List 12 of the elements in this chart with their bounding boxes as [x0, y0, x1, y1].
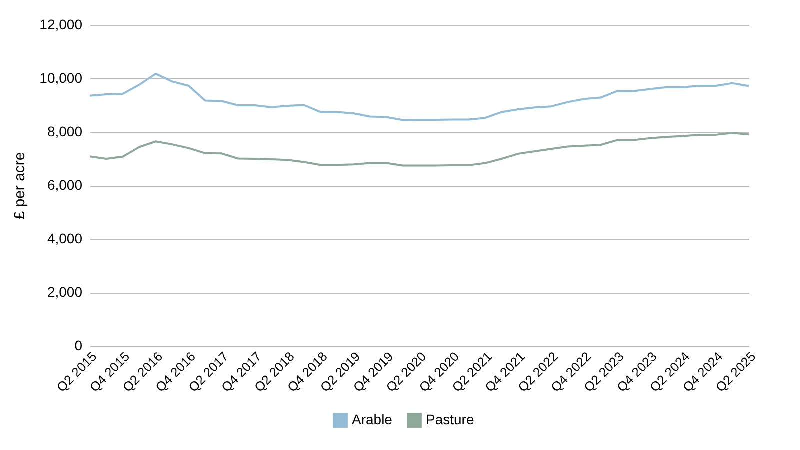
- y-axis-title: £ per acre: [12, 152, 29, 220]
- legend-label: Arable: [352, 412, 393, 428]
- legend-label: Pasture: [426, 412, 474, 428]
- y-tick-label: 4,000: [47, 230, 83, 246]
- y-tick-label: 6,000: [47, 177, 83, 193]
- line-series: [89, 72, 750, 122]
- y-tick-label: 2,000: [47, 284, 83, 300]
- y-tick-label: 0: [74, 338, 83, 354]
- line-series: [89, 132, 750, 167]
- y-tick-label: 8,000: [47, 124, 83, 140]
- y-tick-label: 12,000: [40, 16, 83, 32]
- y-tick-label: 10,000: [40, 70, 83, 86]
